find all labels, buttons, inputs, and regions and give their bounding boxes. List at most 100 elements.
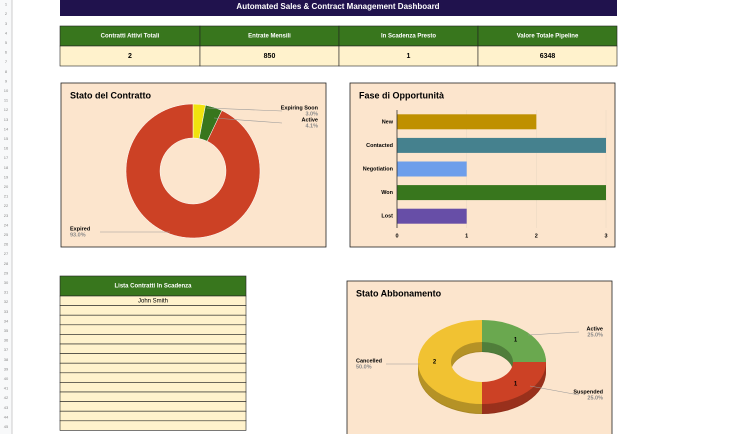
slice-percent: 50.0% [356, 364, 372, 370]
row-number: 39 [4, 366, 9, 371]
row-number: 19 [4, 174, 9, 179]
row-number: 14 [4, 126, 9, 131]
slice [418, 320, 482, 404]
row-number: 12 [4, 107, 9, 112]
list-cell [59, 314, 247, 326]
leader-line [529, 385, 580, 396]
row-number: 9 [5, 78, 8, 83]
row-number: 29 [4, 270, 9, 275]
row-number: 18 [4, 165, 9, 170]
row-number: 23 [4, 213, 9, 218]
slice-label: Active [301, 117, 318, 123]
chart-title: Fase di Opportunità [359, 90, 445, 100]
slice-value: 93.0% [70, 232, 86, 238]
slice-value: 2 [433, 360, 437, 366]
slice [482, 320, 546, 362]
list-cell [59, 334, 247, 345]
dashboard-title: Automated Sales & Contract Management Da… [236, 2, 439, 11]
slice [125, 103, 261, 239]
slice-percent: 25.0% [587, 332, 603, 338]
chart-title: Stato Abbonamento [356, 288, 442, 298]
row-number: 1 [5, 2, 8, 7]
kpi-header: Valore Totale Pipeline [517, 34, 579, 40]
leader-line [206, 107, 283, 112]
list-cell [59, 420, 247, 431]
bar [397, 161, 467, 177]
list-cell [59, 410, 247, 422]
x-tick-label: 1 [465, 233, 468, 239]
kpi-value-cell [477, 45, 618, 67]
row-number: 8 [5, 69, 8, 74]
row-number: 37 [4, 347, 9, 352]
kpi-value: 6348 [540, 53, 556, 60]
row-number: 34 [4, 318, 9, 323]
bar [397, 137, 606, 153]
row-number: 41 [4, 386, 9, 391]
chart-title: Stato del Contratto [70, 90, 151, 100]
slice-label: Expired [70, 226, 90, 232]
row-number: 40 [4, 376, 9, 381]
x-tick-label: 2 [535, 233, 538, 239]
list-cell [59, 305, 247, 316]
row-number: 32 [4, 299, 9, 304]
row-number: 6 [5, 50, 8, 55]
y-tick-label: New [382, 119, 394, 125]
kpi-value: 1 [407, 53, 411, 60]
kpi-value: 2 [128, 53, 132, 60]
row-number: 27 [4, 251, 9, 256]
bar [397, 208, 467, 224]
row-number: 5 [5, 40, 8, 45]
row-number: 45 [4, 424, 9, 429]
row-number: 22 [4, 203, 9, 208]
row-number: 43 [4, 405, 9, 410]
row-number: 7 [5, 59, 8, 64]
row-number: 13 [4, 117, 9, 122]
slice-percent: 25.0% [587, 395, 603, 401]
row-number: 38 [4, 357, 9, 362]
slice-label: Expiring Soon [281, 105, 319, 111]
y-tick-label: Negotiation [363, 166, 394, 172]
row-number: 44 [4, 414, 9, 419]
list-header: Lista Contratti In Scadenza [114, 284, 192, 290]
row-number: 33 [4, 309, 9, 314]
row-number: 17 [4, 155, 9, 160]
list-cell [59, 362, 247, 374]
list-item: John Smith [138, 299, 168, 305]
row-number: 11 [4, 98, 9, 103]
slice-label: Suspended [573, 389, 603, 395]
slice-label: Cancelled [356, 358, 382, 364]
slice-value: 4.1% [305, 123, 318, 129]
list-cell [59, 343, 247, 354]
slice [482, 362, 546, 404]
kpi-value: 850 [264, 53, 276, 60]
y-tick-label: Contacted [366, 143, 393, 149]
y-tick-label: Lost [381, 214, 393, 220]
row-number: 26 [4, 242, 9, 247]
row-number: 30 [4, 280, 9, 285]
row-number: 42 [4, 395, 9, 400]
leader-line [527, 331, 580, 336]
row-number: 35 [4, 328, 9, 333]
kpi-header: In Scadenza Presto [381, 34, 436, 40]
list-cell [59, 391, 247, 402]
title-bar [60, 0, 617, 16]
slice-value: 1 [514, 338, 518, 344]
row-number: 25 [4, 232, 9, 237]
row-number: 21 [4, 194, 9, 199]
y-tick-label: Won [381, 190, 393, 196]
row-number: 16 [4, 146, 9, 151]
list-cell [59, 401, 247, 412]
row-number: 31 [4, 290, 9, 295]
x-tick-label: 3 [604, 233, 607, 239]
kpi-header: Contratti Attivi Totali [101, 34, 160, 40]
x-tick-label: 0 [395, 233, 398, 239]
slice-value: 3.0% [305, 111, 318, 117]
row-number: 24 [4, 222, 9, 227]
row-number: 28 [4, 261, 9, 266]
list-cell [59, 324, 247, 335]
row-gutter [0, 0, 12, 434]
row-number: 3 [5, 21, 8, 26]
slice-value: 1 [514, 381, 518, 387]
list-cell [59, 372, 247, 383]
